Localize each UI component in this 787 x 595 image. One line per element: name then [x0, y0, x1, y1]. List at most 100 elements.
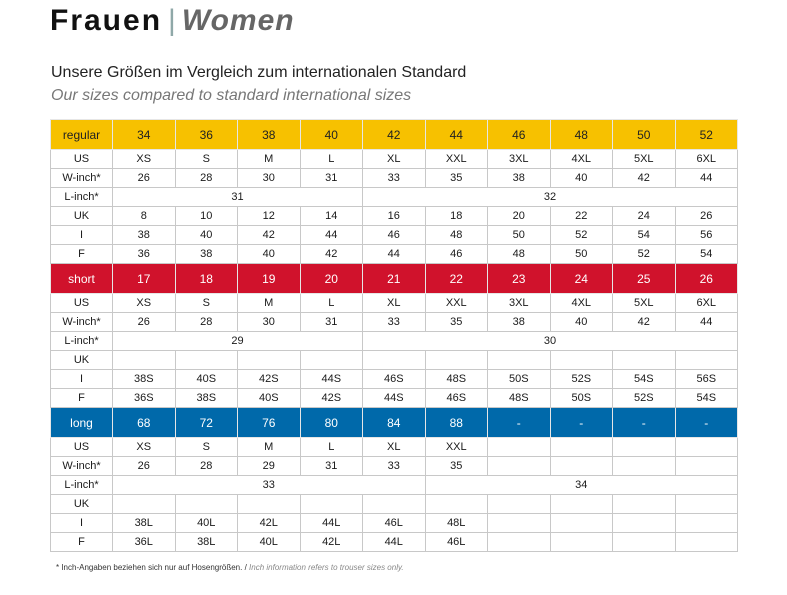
size-cell: - [612, 407, 676, 438]
table-cell [237, 494, 301, 514]
table-row-l-inch: L-inch* 31 32 [50, 187, 738, 207]
table-cell [612, 350, 676, 370]
table-cell: M [237, 149, 301, 169]
footnote-english: Inch information refers to trouser sizes… [249, 563, 404, 572]
size-cell: 36 [174, 119, 238, 150]
table-row-w-inch: W-inch* 26 28 30 31 33 35 38 40 42 44 [50, 168, 738, 188]
table-row-i: I 38 40 42 44 46 48 50 52 54 56 [50, 225, 738, 245]
section-header-short: short 17 18 19 20 21 22 23 24 25 26 [50, 263, 738, 294]
section-label: regular [50, 119, 113, 150]
section-label: long [50, 407, 113, 438]
size-cell: 46 [487, 119, 551, 150]
table-cell: 52 [612, 244, 676, 264]
size-cell: 52 [674, 119, 738, 150]
table-cell: XL [362, 437, 426, 457]
table-row-l-inch: L-inch* 33 34 [50, 475, 738, 495]
table-cell [487, 532, 551, 552]
table-cell: 33 [362, 168, 426, 188]
table-cell: L [299, 437, 363, 457]
table-cell: 35 [424, 312, 488, 332]
table-cell: 40 [549, 168, 613, 188]
table-cell: XXL [424, 293, 488, 313]
table-cell [612, 513, 676, 533]
table-cell: 46 [424, 244, 488, 264]
table-cell: XXL [424, 437, 488, 457]
table-cell: 31 [299, 456, 363, 476]
table-cell: 33 [362, 456, 426, 476]
table-cell [112, 350, 176, 370]
table-cell: 50S [487, 369, 551, 389]
table-cell: XS [112, 149, 176, 169]
table-cell: 26 [112, 168, 176, 188]
table-cell [549, 350, 613, 370]
table-cell: 42 [612, 312, 676, 332]
table-cell [112, 494, 176, 514]
table-cell: 38 [174, 244, 238, 264]
table-cell: XXL [424, 149, 488, 169]
table-cell: 48S [424, 369, 488, 389]
table-cell: 38S [174, 388, 238, 408]
table-row-us: US XS S M L XL XXL 3XL 4XL 5XL 6XL [50, 293, 738, 313]
page-title: Frauen | Women [50, 2, 295, 40]
l-inch-cell: 29 [112, 331, 363, 351]
table-cell: L [299, 293, 363, 313]
table-cell: 35 [424, 168, 488, 188]
table-cell: 46L [362, 513, 426, 533]
table-cell [487, 494, 551, 514]
table-cell: 42L [299, 532, 363, 552]
section-header-regular: regular 34 36 38 40 42 44 46 48 50 52 [50, 119, 738, 150]
size-cell: 72 [174, 407, 238, 438]
size-cell: - [549, 407, 613, 438]
table-cell: 48L [424, 513, 488, 533]
table-cell: 50 [487, 225, 551, 245]
table-cell [299, 494, 363, 514]
table-cell: 30 [237, 312, 301, 332]
size-cell: 17 [112, 263, 176, 294]
table-cell [549, 437, 613, 457]
table-cell [549, 513, 613, 533]
table-cell: 54 [674, 244, 738, 264]
row-label: L-inch* [50, 475, 113, 495]
table-cell: 6XL [674, 149, 738, 169]
section-header-long: long 68 72 76 80 84 88- - - - [50, 407, 738, 438]
size-cell: 21 [362, 263, 426, 294]
size-cell: 26 [674, 263, 738, 294]
size-cell: 34 [112, 119, 176, 150]
table-cell: 44 [299, 225, 363, 245]
table-cell: L [299, 149, 363, 169]
row-label: W-inch* [50, 456, 113, 476]
table-cell [549, 494, 613, 514]
table-cell: S [174, 149, 238, 169]
table-cell [299, 350, 363, 370]
row-label: US [50, 149, 113, 169]
table-cell: 36 [112, 244, 176, 264]
title-english: Women [181, 4, 295, 37]
table-cell: M [237, 293, 301, 313]
table-cell [674, 350, 738, 370]
table-cell: 42L [237, 513, 301, 533]
table-cell: 50S [549, 388, 613, 408]
table-cell [674, 532, 738, 552]
table-cell: 44 [674, 312, 738, 332]
table-cell: 40 [174, 225, 238, 245]
footnote-german: * Inch-Angaben beziehen sich nur auf Hos… [56, 563, 247, 572]
table-cell: 3XL [487, 293, 551, 313]
l-inch-cell: 32 [362, 187, 738, 207]
table-cell: 52S [612, 388, 676, 408]
row-label: US [50, 293, 113, 313]
table-cell: 24 [612, 206, 676, 226]
table-cell: 4XL [549, 149, 613, 169]
table-cell: XS [112, 437, 176, 457]
size-cell: 42 [362, 119, 426, 150]
table-cell [612, 494, 676, 514]
table-cell: 40L [174, 513, 238, 533]
table-cell: S [174, 293, 238, 313]
table-cell: 44 [362, 244, 426, 264]
table-cell: 40L [237, 532, 301, 552]
table-cell: 56S [674, 369, 738, 389]
size-cell: 25 [612, 263, 676, 294]
table-cell: 52 [549, 225, 613, 245]
table-cell: 28 [174, 456, 238, 476]
table-cell: 4XL [549, 293, 613, 313]
l-inch-cell: 33 [112, 475, 426, 495]
